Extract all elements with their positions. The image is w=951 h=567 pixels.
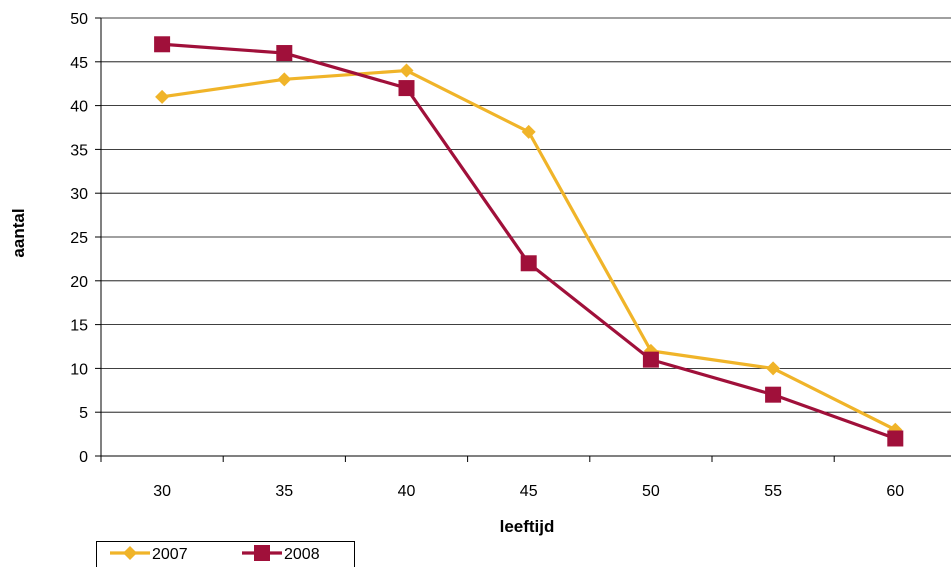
y-tick-label: 40 <box>70 99 88 116</box>
series-2008 <box>154 36 904 447</box>
y-tick-labels: 0 5 10 15 20 25 30 35 40 45 50 <box>70 11 88 466</box>
series-line <box>161 68 897 432</box>
x-tick-label: 55 <box>764 483 782 500</box>
x-axis-label: leeftijd <box>500 517 555 536</box>
y-tick-label: 50 <box>70 11 88 28</box>
x-tick-label: 35 <box>275 483 293 500</box>
axes <box>95 17 951 462</box>
legend-marker <box>123 546 137 560</box>
x-tick-label: 40 <box>398 483 416 500</box>
x-tick-label: 30 <box>153 483 171 500</box>
data-point <box>277 72 292 87</box>
gridlines <box>101 17 951 413</box>
y-tick-label: 15 <box>70 318 88 335</box>
y-tick-label: 35 <box>70 142 88 159</box>
x-tick-labels: 30 35 40 45 50 55 60 <box>153 483 904 500</box>
legend-label: 2007 <box>152 546 188 563</box>
y-tick-label: 0 <box>79 449 88 466</box>
series-2007 <box>155 63 903 437</box>
x-tick-label: 50 <box>642 483 660 500</box>
data-point <box>765 386 782 403</box>
y-tick-label: 25 <box>70 230 88 247</box>
legend-entry-2007: 2007 <box>110 546 188 563</box>
data-point <box>399 63 414 78</box>
y-tick-label: 20 <box>70 274 88 291</box>
data-point <box>521 124 536 139</box>
data-point <box>154 36 171 53</box>
series-line <box>161 42 896 440</box>
legend-marker <box>254 545 270 561</box>
series-layer <box>154 36 904 447</box>
x-tick-label: 45 <box>520 483 538 500</box>
legend: 2007 2008 <box>96 541 355 567</box>
data-point <box>520 255 537 272</box>
data-point <box>887 430 904 447</box>
y-tick-label: 45 <box>70 55 88 72</box>
legend-entry-2008: 2008 <box>242 545 320 563</box>
x-tick-label: 60 <box>886 483 904 500</box>
legend-label: 2008 <box>284 546 320 563</box>
data-point <box>766 361 781 376</box>
data-point <box>276 45 293 62</box>
data-point <box>642 351 659 368</box>
data-point <box>398 80 415 97</box>
y-axis-label: aantal <box>9 208 28 257</box>
y-tick-label: 5 <box>79 405 88 422</box>
y-tick-label: 10 <box>70 361 88 378</box>
y-tick-label: 30 <box>70 186 88 203</box>
data-point <box>155 89 170 104</box>
